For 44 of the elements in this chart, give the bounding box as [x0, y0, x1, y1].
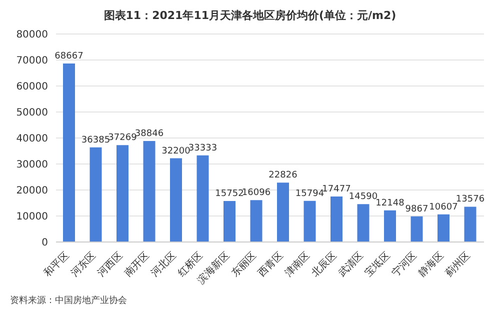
data-label: 12148 [376, 198, 405, 208]
bar [170, 158, 182, 242]
data-label: 10607 [429, 202, 458, 212]
data-label: 16096 [242, 188, 271, 198]
x-tick-label: 蓟州区 [443, 250, 473, 280]
bar [116, 145, 128, 242]
bar [384, 210, 396, 242]
bar [330, 196, 342, 242]
data-label: 15794 [295, 188, 324, 199]
bar [196, 155, 209, 242]
text: 资料来源：中国房地产业协会 [9, 294, 128, 307]
data-label: 17477 [322, 184, 351, 195]
bar [224, 201, 236, 242]
y-tick-label: 70000 [16, 56, 48, 67]
data-label: 22826 [268, 170, 298, 181]
data-label: 15752 [215, 189, 244, 200]
data-label: 14590 [348, 192, 378, 202]
y-tick-label: 60000 [16, 82, 48, 93]
bar [143, 141, 156, 242]
bar [250, 200, 262, 242]
data-label: 37269 [108, 133, 138, 144]
data-label: 36385 [81, 135, 110, 146]
data-label: 13576 [456, 194, 485, 205]
y-tick-label: 80000 [16, 30, 48, 41]
bar [277, 182, 289, 242]
data-label: 68667 [54, 51, 84, 62]
bar [90, 147, 102, 242]
y-tick-label: 20000 [16, 186, 48, 197]
x-tick-label: 和平区 [42, 250, 72, 280]
chart-title: 图表11：2021年11月天津各地区房价均价(单位：元/m2) [102, 8, 398, 24]
data-label: 32200 [162, 146, 191, 156]
bar [464, 206, 476, 242]
bar [357, 204, 370, 242]
y-tick-label: 0 [42, 238, 48, 249]
y-tick-label: 10000 [16, 212, 48, 223]
y-tick-label: 40000 [16, 134, 48, 145]
y-tick-label: 50000 [16, 108, 48, 119]
bar [63, 63, 75, 242]
y-tick-label: 30000 [16, 160, 48, 171]
bar [410, 216, 423, 242]
x-tick-label: 宝坻区 [362, 250, 392, 280]
bar [438, 214, 450, 242]
data-label: 9867 [405, 204, 428, 214]
bar [304, 200, 316, 242]
